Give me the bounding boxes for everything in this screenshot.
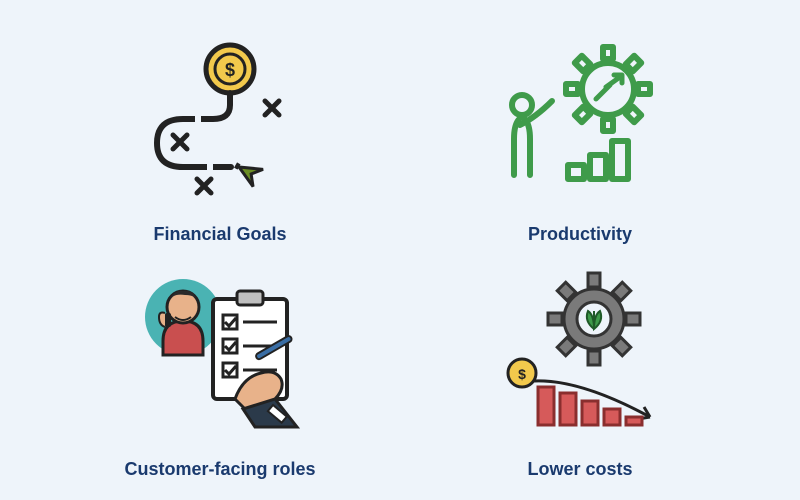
lower-costs-label: Lower costs: [527, 459, 632, 480]
financial-goals-label: Financial Goals: [153, 224, 286, 245]
financial-goals-icon: $: [60, 20, 380, 218]
lower-costs-icon: $: [420, 255, 740, 453]
productivity-icon: [420, 20, 740, 218]
customer-facing-label: Customer-facing roles: [124, 459, 315, 480]
productivity-label: Productivity: [528, 224, 632, 245]
customer-facing-icon: [60, 255, 380, 453]
svg-text:$: $: [518, 366, 526, 382]
cell-lower-costs: $ Lower costs: [420, 255, 740, 480]
cell-financial-goals: $ Financial Goals: [60, 20, 380, 245]
cell-customer-facing: Customer-facing roles: [60, 255, 380, 480]
svg-text:$: $: [225, 60, 235, 80]
cell-productivity: Productivity: [420, 20, 740, 245]
